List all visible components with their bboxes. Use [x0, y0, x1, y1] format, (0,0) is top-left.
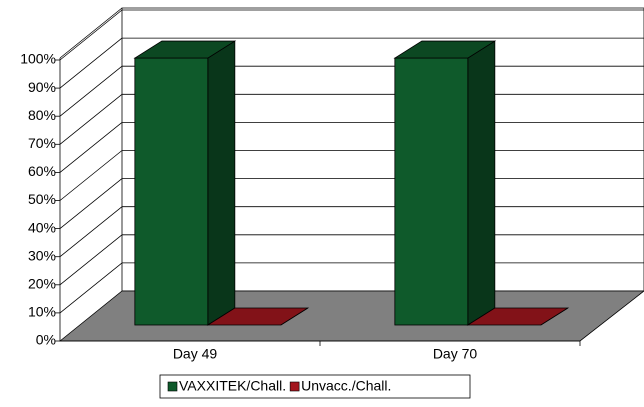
grid-line — [59, 234, 123, 286]
legend-label: Unvacc./Chall. — [301, 378, 391, 394]
y-tick-label: 100% — [20, 51, 56, 67]
legend-box — [159, 374, 471, 399]
bar — [394, 57, 469, 326]
grid-line — [59, 9, 123, 61]
bar-top — [466, 307, 570, 326]
grid-line — [59, 178, 123, 229]
y-tick-label: 10% — [28, 304, 56, 320]
y-tick-label: 50% — [28, 191, 56, 207]
bar-top — [393, 40, 497, 59]
x-tick-label: Day 70 — [433, 346, 478, 362]
grid-line — [59, 93, 123, 145]
y-tick-label: 40% — [28, 219, 56, 235]
grid-line — [59, 206, 123, 258]
bar-side — [207, 40, 236, 326]
grid-line — [59, 65, 123, 117]
y-tick-label: 80% — [28, 107, 56, 123]
bar — [134, 57, 209, 326]
grid-line — [59, 122, 123, 173]
y-tick-label: 20% — [28, 276, 56, 292]
x-tick-label: Day 49 — [173, 346, 218, 362]
back-wall — [121, 7, 644, 292]
y-tick-label: 0% — [36, 332, 56, 348]
bar-top — [133, 40, 237, 59]
legend-label: VAXXITEK/Chall. — [179, 378, 286, 394]
bar-side — [467, 40, 496, 326]
left-wall-edge — [59, 7, 123, 59]
grid-line — [59, 262, 123, 314]
y-tick-label: 70% — [28, 135, 56, 151]
legend-swatch — [167, 381, 178, 392]
y-tick-label: 90% — [28, 79, 56, 95]
y-tick-label: 30% — [28, 247, 56, 263]
grid-line — [59, 37, 123, 89]
bar-top — [206, 307, 310, 326]
y-tick-label: 60% — [28, 163, 56, 179]
legend-swatch — [289, 381, 300, 392]
grid-line — [59, 150, 123, 201]
